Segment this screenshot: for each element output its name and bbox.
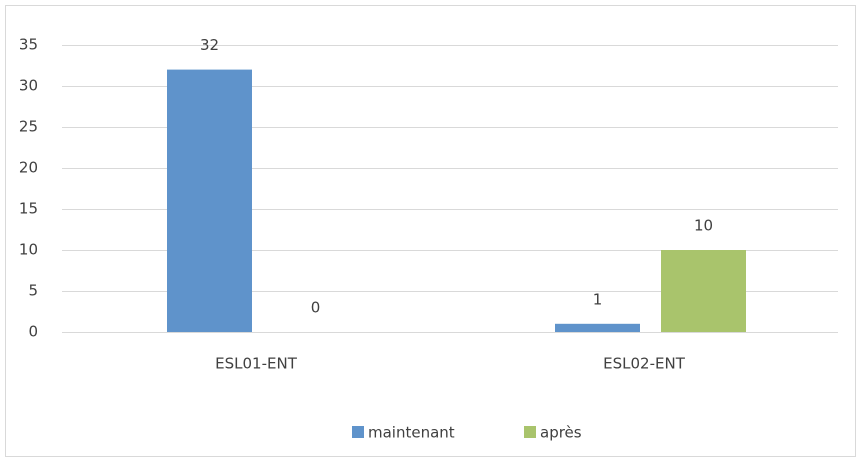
x-tick-label: ESL02-ENT bbox=[603, 355, 686, 373]
bar bbox=[661, 250, 746, 332]
data-label: 1 bbox=[593, 290, 603, 308]
y-tick-label: 35 bbox=[19, 36, 38, 54]
legend-swatch bbox=[524, 426, 536, 438]
bar bbox=[167, 69, 252, 332]
y-tick-label: 15 bbox=[19, 200, 38, 218]
bar bbox=[555, 323, 640, 332]
y-tick-label: 30 bbox=[19, 77, 38, 95]
data-label: 32 bbox=[200, 36, 219, 54]
chart-border bbox=[5, 5, 856, 457]
legend-label: maintenant bbox=[368, 424, 455, 442]
y-tick-label: 25 bbox=[19, 118, 38, 136]
data-label: 0 bbox=[311, 299, 321, 317]
y-tick-label: 0 bbox=[28, 323, 38, 341]
y-tick-label: 20 bbox=[19, 159, 38, 177]
data-label: 10 bbox=[694, 217, 713, 235]
legend-swatch bbox=[352, 426, 364, 438]
legend-label: après bbox=[540, 424, 582, 442]
x-tick-label: ESL01-ENT bbox=[215, 355, 298, 373]
y-tick-label: 5 bbox=[28, 282, 38, 300]
y-tick-label: 10 bbox=[19, 241, 38, 259]
